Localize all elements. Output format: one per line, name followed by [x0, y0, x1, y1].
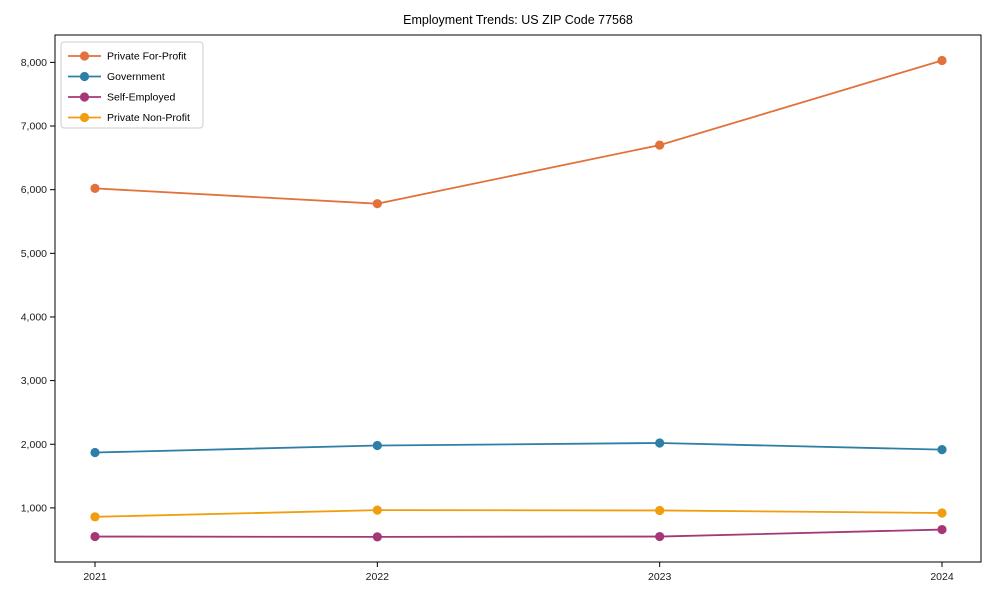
series-line-self-employed [94, 528, 943, 538]
y-axis-tick-label: 4,000 [21, 311, 47, 323]
data-point-marker [937, 445, 947, 455]
legend-swatch-marker [79, 112, 90, 123]
y-axis-tick-label: 5,000 [21, 248, 47, 260]
legend-swatch-marker [79, 92, 90, 102]
legend-item-label: Private For-Profit [107, 51, 186, 63]
data-point-marker [655, 505, 665, 516]
y-axis-tick-label: 8,000 [21, 57, 47, 69]
legend-swatch-marker [79, 71, 90, 82]
chart-title: Employment Trends: US ZIP Code 77568 [403, 13, 633, 27]
x-axis-tick-label: 2022 [366, 571, 390, 583]
series-line-private-for-profit [94, 59, 943, 205]
data-point-marker [937, 524, 947, 535]
y-axis-tick-label: 3,000 [21, 375, 47, 387]
legend-item-label: Self-Employed [107, 92, 175, 104]
legend-item-label: Private Non-Profit [107, 112, 190, 124]
data-point-marker [372, 440, 382, 451]
legend: Private For-Profit Government Self-Employe… [60, 41, 204, 129]
data-point-marker [937, 508, 947, 518]
legend-swatch-marker [79, 51, 90, 61]
plot-border [54, 34, 982, 563]
y-axis-tick-label: 6,000 [21, 184, 47, 196]
series-line-private-non-profit [94, 509, 943, 518]
y-axis-tick-label: 2,000 [21, 439, 47, 451]
data-point-marker [655, 140, 665, 150]
data-point-marker [655, 438, 665, 448]
legend-box [60, 41, 204, 129]
x-axis-tick-label: 2024 [930, 571, 954, 583]
y-axis-tick-label: 7,000 [21, 121, 47, 133]
legend-item-label: Government [107, 71, 165, 83]
data-point-marker [372, 532, 382, 542]
x-axis-tick-label: 2023 [648, 571, 672, 583]
data-point-marker [90, 531, 100, 542]
data-point-marker [90, 183, 100, 193]
data-point-marker [937, 55, 947, 66]
y-axis-tick-label: 1,000 [21, 502, 47, 514]
series-line-government [94, 442, 943, 454]
data-point-marker [90, 447, 100, 458]
data-point-marker [372, 199, 382, 209]
data-point-marker [655, 531, 665, 542]
data-point-marker [372, 505, 382, 515]
x-axis-tick-label: 2021 [83, 571, 107, 583]
data-point-marker [90, 512, 100, 522]
